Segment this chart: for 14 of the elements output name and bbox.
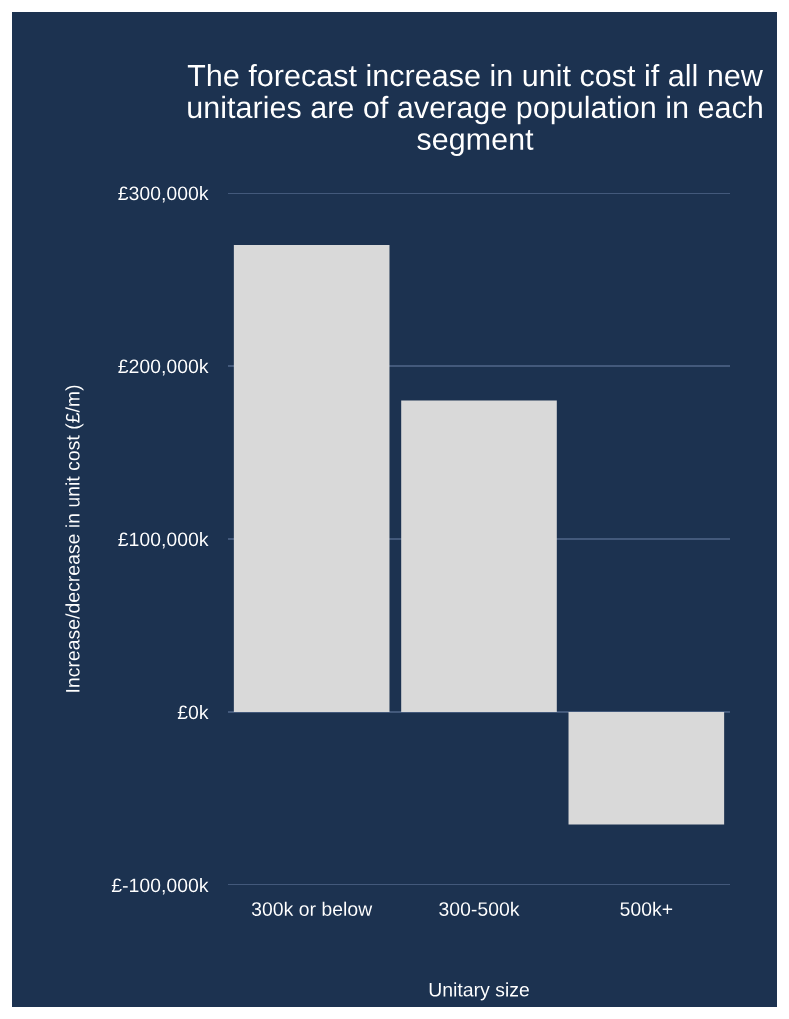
bar — [401, 400, 557, 712]
x-axis-title: Unitary size — [429, 982, 529, 1001]
y-tick-label: £200,000k — [118, 358, 209, 376]
y-tick-label: £100,000k — [118, 531, 209, 549]
chart-title: The forecast increase in unit cost if all new unitaries are of average population in each segment — [187, 63, 763, 157]
y-tick-label: £0k — [177, 704, 209, 720]
x-tick-label: 300k or below — [251, 901, 373, 916]
y-tick-label: £300,000k — [118, 185, 209, 203]
bar — [233, 244, 390, 712]
x-tick-label: 500k+ — [620, 901, 673, 916]
y-tick-label: £-100,000k — [111, 877, 209, 895]
x-tick-label: 300-500k — [439, 901, 520, 916]
y-axis-title: Increase/decrease in unit cost (£/m) — [65, 385, 84, 692]
bar — [568, 712, 725, 825]
